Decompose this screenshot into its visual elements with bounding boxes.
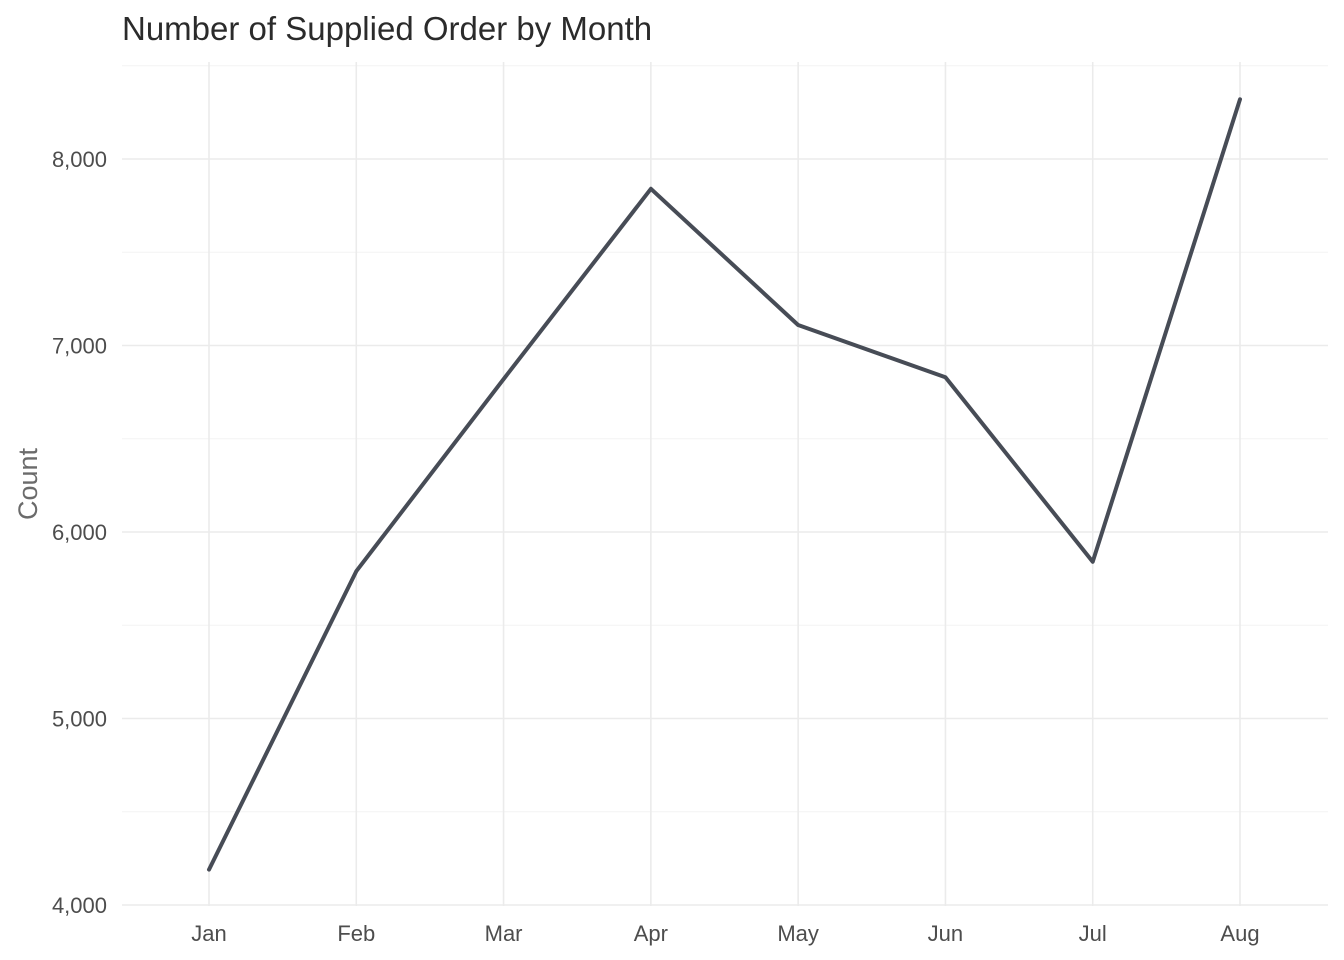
x-tick-label: Jul bbox=[1079, 921, 1107, 946]
x-tick-label: Jun bbox=[928, 921, 963, 946]
y-tick-label: 7,000 bbox=[52, 334, 107, 359]
y-axis-label: Count bbox=[13, 447, 43, 520]
x-tick-label: Mar bbox=[485, 921, 523, 946]
y-tick-label: 6,000 bbox=[52, 520, 107, 545]
series-group bbox=[207, 97, 1242, 872]
x-tick-label: Aug bbox=[1220, 921, 1259, 946]
x-tick-label: Feb bbox=[337, 921, 375, 946]
y-tick-label: 8,000 bbox=[52, 147, 107, 172]
y-tick-label: 5,000 bbox=[52, 707, 107, 732]
x-tick-label: May bbox=[777, 921, 819, 946]
x-tick-label: Apr bbox=[634, 921, 668, 946]
grid bbox=[122, 62, 1328, 906]
x-axis-ticks: Jan Feb Mar Apr May Jun Jul Aug bbox=[191, 921, 1259, 946]
chart-title: Number of Supplied Order by Month bbox=[122, 10, 652, 47]
x-tick-label: Jan bbox=[191, 921, 226, 946]
y-tick-label: 4,000 bbox=[52, 893, 107, 918]
series-line bbox=[207, 97, 1242, 872]
y-axis-ticks: 4,000 5,000 6,000 7,000 8,000 bbox=[52, 147, 107, 918]
